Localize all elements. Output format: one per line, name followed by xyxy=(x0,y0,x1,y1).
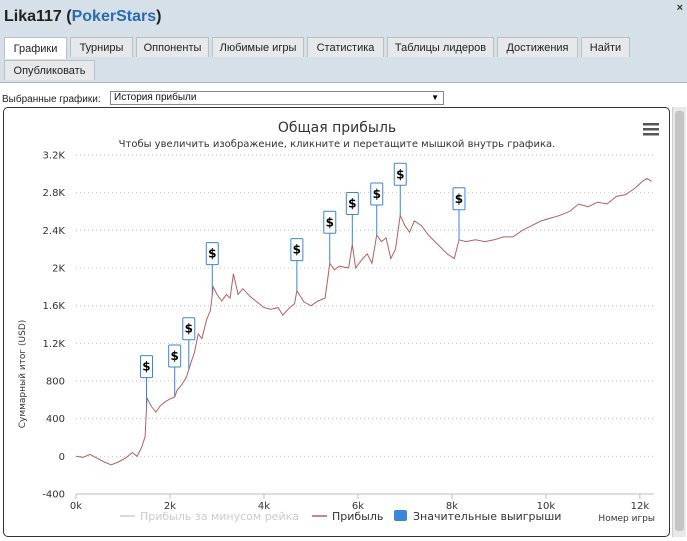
tab-tournaments[interactable]: Турниры xyxy=(70,37,133,57)
x-tick-label: 12k xyxy=(631,501,650,512)
big-win-marker[interactable]: $ xyxy=(182,317,196,370)
graphs-content: Выбранные графики: История прибыли ▼ Общ… xyxy=(0,83,687,541)
big-win-marker[interactable]: $ xyxy=(323,210,337,264)
graph-select[interactable]: История прибыли ▼ xyxy=(110,91,444,105)
tab-achievements[interactable]: Достижения xyxy=(497,37,578,57)
big-win-marker-label: $ xyxy=(326,215,334,229)
big-win-marker[interactable]: $ xyxy=(168,344,182,398)
window-header: Lika117 (PokerStars) × Графики Турниры О… xyxy=(0,0,687,83)
profit-chart[interactable]: Общая прибыль Чтобы увеличить изображени… xyxy=(3,107,670,537)
big-win-marker-label: $ xyxy=(293,243,301,257)
dropdown-arrow-icon: ▼ xyxy=(431,93,439,102)
chart-grid xyxy=(76,154,654,495)
chart-canvas[interactable]: Общая прибыль Чтобы увеличить изображени… xyxy=(4,108,669,536)
big-win-marker-label: $ xyxy=(455,192,463,206)
tab-favorite-games[interactable]: Любимые игры xyxy=(212,37,304,57)
tab-publish[interactable]: Опубликовать xyxy=(4,60,95,80)
legend-label-rake: Прибыль за минусом рейка xyxy=(140,510,299,523)
big-win-marker[interactable]: $ xyxy=(393,162,407,216)
big-win-marker[interactable]: $ xyxy=(205,242,219,295)
big-win-marker-label: $ xyxy=(208,247,216,261)
y-tick-label: 3.2K xyxy=(43,151,66,162)
close-icon[interactable]: × xyxy=(676,2,683,14)
big-win-marker-label: $ xyxy=(396,167,404,181)
legend-label-big-wins: Значительные выигрыши xyxy=(413,510,561,523)
big-win-marker[interactable]: $ xyxy=(139,355,153,408)
chart-series xyxy=(75,177,652,466)
x-tick-label: 8k xyxy=(446,501,458,512)
big-win-marker[interactable]: $ xyxy=(345,191,359,245)
tab-statistics[interactable]: Статистика xyxy=(307,37,384,57)
x-tick-label: 0k xyxy=(70,501,82,512)
y-tick-label: 800 xyxy=(46,377,65,388)
page-title: Lika117 (PokerStars) xyxy=(4,8,162,25)
x-axis-title: Номер игры xyxy=(598,514,655,524)
legend-item-rake[interactable]: Прибыль за минусом рейка xyxy=(120,510,299,523)
y-tick-label: -400 xyxy=(42,490,65,501)
big-win-marker[interactable]: $ xyxy=(370,182,384,236)
scrollbar-thumb[interactable] xyxy=(675,111,684,531)
y-tick-label: 2.8K xyxy=(43,188,66,199)
tab-leaderboards[interactable]: Таблицы лидеров xyxy=(387,37,494,57)
x-tick-label: 2k xyxy=(164,501,176,512)
graph-select-value: История прибыли xyxy=(114,92,197,103)
big-win-marker[interactable]: $ xyxy=(452,187,466,240)
legend-item-profit[interactable]: Прибыль xyxy=(312,510,383,523)
profit-series-line xyxy=(75,177,652,466)
player-name: Lika117 xyxy=(4,8,62,25)
x-tick-label: 4k xyxy=(258,501,270,512)
chart-subtitle: Чтобы увеличить изображение, кликните и … xyxy=(119,139,556,150)
big-win-marker-label: $ xyxy=(373,187,381,201)
chart-title: Общая прибыль xyxy=(278,120,396,136)
graph-select-label: Выбранные графики: xyxy=(2,94,101,105)
scrollbar[interactable] xyxy=(672,107,686,537)
chart-axes: -400 0 400 800 1.2K 1.6K 2K 2.4K 2.8K 3.2K 0k 2k 4k 6… xyxy=(42,151,654,512)
chart-menu-icon[interactable] xyxy=(643,123,659,136)
big-win-marker-label: $ xyxy=(348,196,356,210)
y-tick-label: 0 xyxy=(59,452,65,463)
y-tick-label: 2.4K xyxy=(43,226,66,237)
big-win-marker-label: $ xyxy=(142,360,150,374)
big-win-marker-label: $ xyxy=(171,349,179,363)
big-win-marker[interactable]: $ xyxy=(290,238,304,291)
y-axis-title: Суммарный итог (USD) xyxy=(18,320,28,429)
y-tick-label: 2K xyxy=(52,264,65,275)
legend-item-big-wins[interactable]: Значительные выигрыши xyxy=(394,510,561,523)
y-tick-label: 1.6K xyxy=(43,301,66,312)
x-tick-label: 10k xyxy=(537,501,556,512)
y-tick-label: 400 xyxy=(46,414,65,425)
y-tick-label: 1.2K xyxy=(43,339,66,350)
tab-graphs[interactable]: Графики xyxy=(4,37,67,59)
tab-opponents[interactable]: Оппоненты xyxy=(136,37,209,57)
tab-find[interactable]: Найти xyxy=(581,37,630,57)
site-link[interactable]: PokerStars xyxy=(71,8,157,25)
big-win-marker-label: $ xyxy=(185,322,193,336)
x-tick-label: 6k xyxy=(352,501,364,512)
legend: Прибыль за минусом рейка Прибыль Значите… xyxy=(120,510,561,523)
big-win-markers: $ $ $ $ $ $ $ $ $ $ xyxy=(139,162,466,408)
legend-label-profit: Прибыль xyxy=(332,510,383,523)
